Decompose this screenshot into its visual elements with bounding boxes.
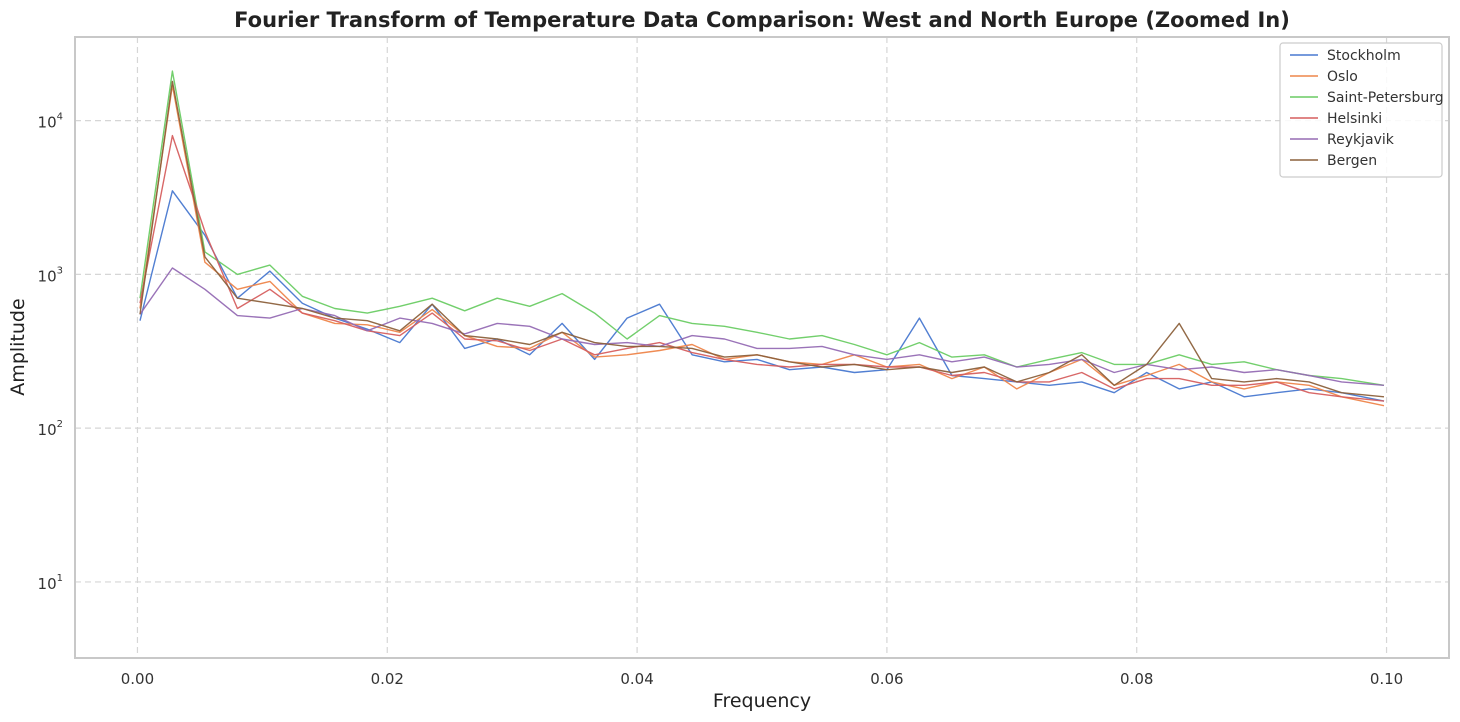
x-tick-label: 0.00 <box>121 670 154 688</box>
y-axis-ticks: 101 102 103 104 <box>38 112 63 593</box>
legend-label-helsinki: Helsinki <box>1327 111 1382 127</box>
legend: Stockholm Oslo Saint-Petersburg Helsinki Rey… <box>1279 42 1444 178</box>
series-line-helsinki <box>139 134 1385 402</box>
grid <box>75 37 1449 658</box>
y-tick-label: 101 <box>38 573 63 593</box>
series-line-reykjavik <box>139 267 1385 386</box>
series-line-bergen <box>139 80 1385 398</box>
y-tick-label: 102 <box>38 419 63 439</box>
x-axis-label: Frequency <box>713 690 811 712</box>
series-line-stockholm <box>139 190 1385 402</box>
x-tick-label: 0.10 <box>1370 670 1403 688</box>
chart-title: Fourier Transform of Temperature Data Co… <box>234 8 1290 32</box>
legend-label-saint-petersburg: Saint-Petersburg <box>1327 90 1444 106</box>
y-tick-label: 103 <box>38 265 63 285</box>
legend-box <box>1279 42 1443 178</box>
x-tick-label: 0.02 <box>371 670 404 688</box>
x-tick-label: 0.04 <box>620 670 653 688</box>
legend-label-reykjavik: Reykjavik <box>1327 132 1395 148</box>
x-tick-label: 0.08 <box>1120 670 1153 688</box>
series-line-oslo <box>139 84 1385 407</box>
legend-label-bergen: Bergen <box>1327 153 1377 169</box>
y-tick-label: 104 <box>38 112 63 132</box>
x-axis-ticks: 0.00 0.02 0.04 0.06 0.08 0.10 <box>121 670 1403 688</box>
series-line-saint-petersburg <box>139 70 1385 386</box>
y-axis-label: Amplitude <box>7 298 29 395</box>
x-tick-label: 0.06 <box>870 670 903 688</box>
series-lines <box>139 70 1385 407</box>
legend-label-oslo: Oslo <box>1327 69 1358 85</box>
legend-label-stockholm: Stockholm <box>1327 48 1401 64</box>
plot-frame <box>74 36 1450 659</box>
